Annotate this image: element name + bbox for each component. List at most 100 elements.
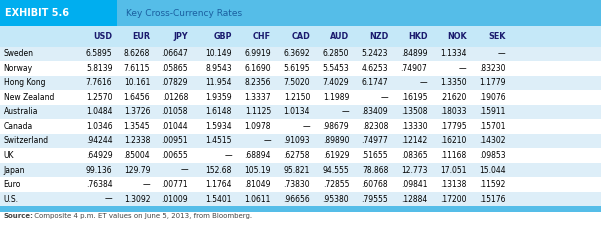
Bar	[0, 119, 601, 134]
Bar	[0, 134, 601, 148]
Text: 7.4029: 7.4029	[323, 78, 349, 87]
Text: 1.1779: 1.1779	[479, 78, 505, 87]
Text: Hong Kong: Hong Kong	[4, 78, 45, 87]
Text: 1.0611: 1.0611	[245, 195, 271, 204]
Text: 6.1690: 6.1690	[245, 64, 271, 73]
Text: —: —	[498, 49, 505, 58]
Text: NOK: NOK	[447, 32, 466, 41]
Text: Composite 4 p.m. ET values on June 5, 2013, from Bloomberg.: Composite 4 p.m. ET values on June 5, 20…	[32, 213, 252, 219]
Text: .09841: .09841	[401, 180, 427, 189]
Text: 1.1989: 1.1989	[323, 93, 349, 102]
Text: 7.5020: 7.5020	[284, 78, 310, 87]
Text: .62758: .62758	[284, 151, 310, 160]
Bar	[0, 26, 601, 47]
Text: —: —	[380, 93, 388, 102]
Text: .01058: .01058	[162, 107, 188, 116]
Text: 1.0134: 1.0134	[284, 107, 310, 116]
Text: 1.9359: 1.9359	[206, 93, 232, 102]
Bar	[0, 177, 601, 192]
Text: .16195: .16195	[401, 93, 427, 102]
Text: 5.5453: 5.5453	[322, 64, 349, 73]
Text: .74977: .74977	[361, 136, 388, 146]
Text: .01009: .01009	[162, 195, 188, 204]
Text: GBP: GBP	[213, 32, 232, 41]
Text: —: —	[263, 136, 271, 146]
Text: 7.7616: 7.7616	[86, 78, 112, 87]
Text: EUR: EUR	[132, 32, 150, 41]
Text: .13138: .13138	[440, 180, 466, 189]
Text: .81049: .81049	[245, 180, 271, 189]
Text: EXHIBIT 5.6: EXHIBIT 5.6	[5, 8, 69, 18]
Text: 4.6253: 4.6253	[362, 64, 388, 73]
Bar	[0, 61, 601, 76]
Text: Norway: Norway	[4, 64, 32, 73]
Text: 8.2356: 8.2356	[245, 78, 271, 87]
Text: 1.5934: 1.5934	[206, 122, 232, 131]
Text: 6.3692: 6.3692	[284, 49, 310, 58]
Text: 7.6115: 7.6115	[124, 64, 150, 73]
Text: .76384: .76384	[86, 180, 112, 189]
Text: .15911: .15911	[479, 107, 505, 116]
Text: .00771: .00771	[162, 180, 188, 189]
Text: Canada: Canada	[4, 122, 33, 131]
Text: .73830: .73830	[284, 180, 310, 189]
Bar	[117, 0, 601, 26]
Text: New Zealand: New Zealand	[4, 93, 54, 102]
Text: 1.3092: 1.3092	[124, 195, 150, 204]
Text: .61929: .61929	[323, 151, 349, 160]
Text: 1.3337: 1.3337	[245, 93, 271, 102]
Text: .14302: .14302	[479, 136, 505, 146]
Text: .12142: .12142	[401, 136, 427, 146]
Bar	[0, 0, 117, 26]
Text: .05865: .05865	[162, 64, 188, 73]
Text: 6.5895: 6.5895	[86, 49, 112, 58]
Text: 5.8139: 5.8139	[86, 64, 112, 73]
Text: .74907: .74907	[400, 64, 427, 73]
Text: 95.821: 95.821	[284, 165, 310, 175]
Text: 5.2423: 5.2423	[362, 49, 388, 58]
Text: Australia: Australia	[4, 107, 38, 116]
Text: .96656: .96656	[283, 195, 310, 204]
Text: —: —	[302, 122, 310, 131]
Text: Sweden: Sweden	[4, 49, 34, 58]
Bar	[0, 206, 601, 212]
Text: 1.1125: 1.1125	[245, 107, 271, 116]
Text: .95380: .95380	[323, 195, 349, 204]
Text: 129.79: 129.79	[124, 165, 150, 175]
Bar	[0, 148, 601, 163]
Text: .17200: .17200	[440, 195, 466, 204]
Text: Japan: Japan	[4, 165, 25, 175]
Bar	[0, 76, 601, 90]
Text: 1.1334: 1.1334	[440, 49, 466, 58]
Text: .12884: .12884	[401, 195, 427, 204]
Text: CAD: CAD	[291, 32, 310, 41]
Text: .18033: .18033	[440, 107, 466, 116]
Text: .98679: .98679	[323, 122, 349, 131]
Text: .16210: .16210	[440, 136, 466, 146]
Text: 1.6148: 1.6148	[206, 107, 232, 116]
Text: —: —	[224, 151, 232, 160]
Text: 1.6456: 1.6456	[124, 93, 150, 102]
Text: .07829: .07829	[162, 78, 188, 87]
Text: 1.3545: 1.3545	[124, 122, 150, 131]
Text: —: —	[180, 165, 188, 175]
Text: .79555: .79555	[361, 195, 388, 204]
Text: 1.0484: 1.0484	[86, 107, 112, 116]
Text: CHF: CHF	[253, 32, 271, 41]
Text: .72855: .72855	[323, 180, 349, 189]
Text: 1.2570: 1.2570	[86, 93, 112, 102]
Text: .01268: .01268	[162, 93, 188, 102]
Text: .21620: .21620	[440, 93, 466, 102]
Text: 1.4515: 1.4515	[206, 136, 232, 146]
Text: 78.868: 78.868	[362, 165, 388, 175]
Text: 8.6268: 8.6268	[124, 49, 150, 58]
Text: .19076: .19076	[479, 93, 505, 102]
Text: .11168: .11168	[440, 151, 466, 160]
Text: 1.0346: 1.0346	[86, 122, 112, 131]
Text: U.S.: U.S.	[4, 195, 19, 204]
Text: 1.3726: 1.3726	[124, 107, 150, 116]
Text: .64929: .64929	[86, 151, 112, 160]
Text: 94.555: 94.555	[322, 165, 349, 175]
Text: Source:: Source:	[4, 213, 34, 219]
Text: 5.6195: 5.6195	[284, 64, 310, 73]
